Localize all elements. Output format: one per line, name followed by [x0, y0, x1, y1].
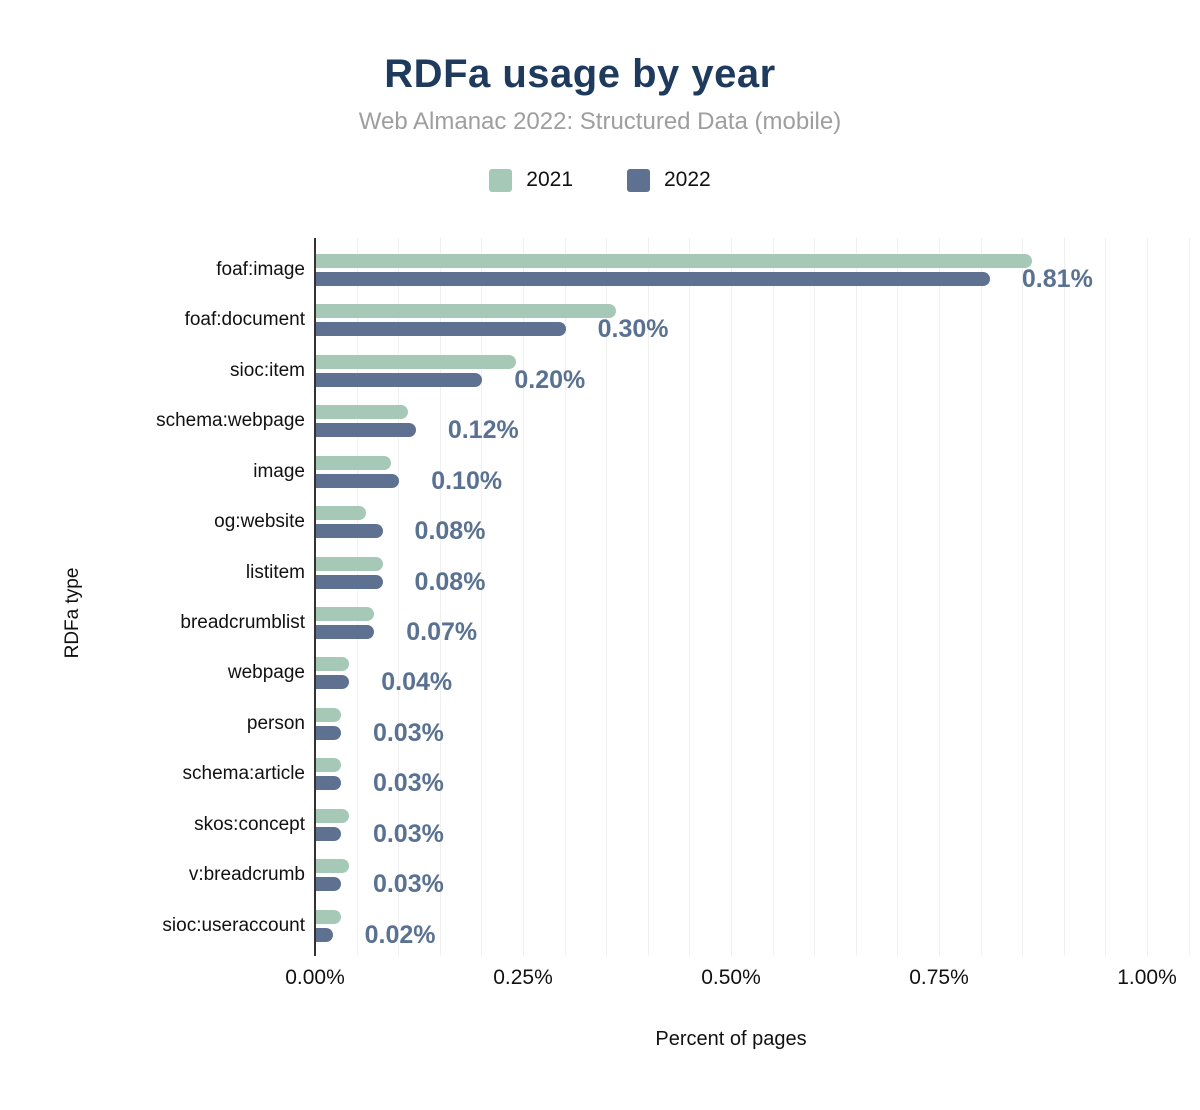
bar-2021 [316, 405, 408, 420]
bar-2021 [316, 657, 350, 672]
bar-2022 [316, 877, 341, 892]
x-tick-label: 0.75% [909, 966, 969, 989]
value-label: 0.03% [372, 819, 444, 848]
gridline [855, 238, 857, 956]
gridline [772, 238, 774, 956]
value-label: 0.04% [381, 668, 453, 697]
category-label: image [253, 460, 305, 482]
legend-label-2021: 2021 [526, 168, 573, 191]
gridline [1147, 238, 1148, 956]
gridline [606, 238, 608, 956]
chart-subtitle: Web Almanac 2022: Structured Data (mobil… [358, 108, 842, 135]
bar-2021 [316, 254, 1032, 268]
bar-2022 [316, 272, 990, 286]
bar-2021 [316, 607, 375, 621]
category-label: sioc:item [230, 359, 305, 381]
value-label: 0.81% [1021, 265, 1093, 293]
bar-2022 [316, 372, 483, 387]
value-label: 0.07% [406, 618, 478, 646]
bar-2022 [316, 473, 400, 488]
gridline [814, 238, 816, 956]
gridline [398, 238, 400, 956]
bar-2022 [316, 675, 350, 690]
bar-2021 [316, 909, 341, 924]
category-label: og:website [214, 511, 305, 533]
category-label: foaf:document [184, 309, 305, 331]
value-label: 0.08% [414, 517, 486, 546]
bar-2021 [316, 304, 616, 319]
category-label: listitem [245, 561, 305, 583]
bar-2022 [316, 423, 416, 438]
value-label: 0.03% [372, 769, 444, 798]
gridline [731, 238, 732, 956]
category-label: schema:webpage [156, 410, 305, 432]
bar-2022 [316, 524, 383, 539]
bar-2022 [316, 322, 566, 337]
bar-2021 [316, 859, 350, 874]
gridline [647, 238, 649, 956]
gridline [689, 238, 691, 956]
bar-2022 [316, 927, 333, 942]
value-label: 0.10% [431, 466, 503, 495]
category-label: skos:concept [194, 813, 305, 835]
gridline [439, 238, 441, 956]
value-label: 0.30% [597, 315, 669, 344]
x-tick-label: 1.00% [1117, 966, 1177, 989]
value-label: 0.08% [414, 567, 486, 596]
chart-title: RDFa usage by year [384, 52, 776, 96]
bar-2021 [316, 354, 516, 369]
gridline [1022, 238, 1024, 956]
bar-2022 [316, 826, 341, 841]
legend-swatch-2022-icon [627, 168, 650, 192]
legend-item-2022[interactable]: 2022 [627, 168, 711, 192]
bar-2021 [316, 808, 350, 823]
value-label: 0.20% [514, 365, 586, 394]
x-tick-label: 0.00% [285, 966, 345, 989]
bar-2021 [316, 506, 366, 521]
x-axis-title: Percent of pages [655, 1028, 807, 1050]
gridline [356, 238, 358, 956]
gridline [939, 238, 940, 956]
category-label: v:breadcrumb [188, 864, 305, 886]
legend-swatch-2021-icon [489, 168, 513, 192]
legend-item-2021[interactable]: 2021 [489, 168, 573, 192]
category-label: person [246, 712, 305, 734]
category-label: schema:article [182, 763, 306, 785]
gridline [1188, 238, 1190, 956]
x-tick-label: 0.25% [493, 966, 553, 989]
bar-2021 [316, 707, 341, 722]
bar-2022 [316, 776, 341, 791]
gridline [1105, 238, 1107, 956]
gridline [523, 238, 524, 956]
value-label: 0.03% [372, 718, 444, 747]
bar-2022 [316, 725, 341, 740]
gridline [1063, 238, 1065, 956]
x-tick-label: 0.50% [701, 966, 761, 989]
bar-2021 [316, 455, 391, 470]
value-label: 0.12% [447, 416, 519, 445]
category-label: breadcrumblist [180, 612, 305, 633]
legend: 2021 2022 [0, 168, 1200, 192]
y-axis-title: RDFa type [62, 567, 83, 659]
bar-2022 [316, 625, 375, 639]
gridline [897, 238, 899, 956]
legend-label-2022: 2022 [664, 168, 711, 191]
y-axis-line [314, 238, 316, 956]
value-label: 0.03% [372, 870, 444, 899]
bar-2022 [316, 574, 383, 589]
category-label: foaf:image [216, 259, 305, 280]
bar-2021 [316, 758, 341, 773]
gridline [481, 238, 483, 956]
value-label: 0.02% [364, 920, 436, 949]
category-label: sioc:useraccount [162, 914, 305, 936]
gridline [980, 238, 982, 956]
gridline [564, 238, 566, 956]
category-label: webpage [227, 662, 305, 684]
bar-2021 [316, 556, 383, 571]
